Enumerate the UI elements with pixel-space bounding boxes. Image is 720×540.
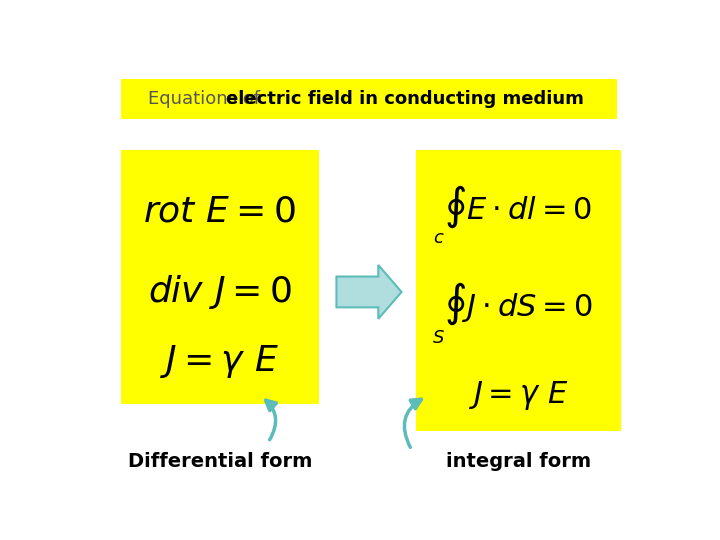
Text: $\oint E \cdot dl = 0$: $\oint E \cdot dl = 0$ bbox=[444, 184, 592, 231]
Polygon shape bbox=[336, 265, 402, 319]
Text: $S$: $S$ bbox=[432, 329, 445, 347]
Text: Differential form: Differential form bbox=[127, 452, 312, 471]
Text: $c$: $c$ bbox=[433, 229, 444, 247]
FancyBboxPatch shape bbox=[415, 150, 621, 430]
Text: $J = \gamma\ E$: $J = \gamma\ E$ bbox=[468, 380, 569, 413]
Text: electric field in conducting medium: electric field in conducting medium bbox=[225, 90, 583, 107]
FancyBboxPatch shape bbox=[121, 150, 319, 403]
Text: integral form: integral form bbox=[446, 452, 590, 471]
Text: $div\ J = 0$: $div\ J = 0$ bbox=[148, 273, 292, 311]
Text: $J = \gamma\ E$: $J = \gamma\ E$ bbox=[161, 343, 279, 380]
FancyBboxPatch shape bbox=[121, 79, 617, 119]
Text: Equations of: Equations of bbox=[148, 90, 266, 107]
Text: $\oint J \cdot dS = 0$: $\oint J \cdot dS = 0$ bbox=[444, 280, 593, 327]
Text: $rot\ E = 0$: $rot\ E = 0$ bbox=[143, 194, 296, 228]
